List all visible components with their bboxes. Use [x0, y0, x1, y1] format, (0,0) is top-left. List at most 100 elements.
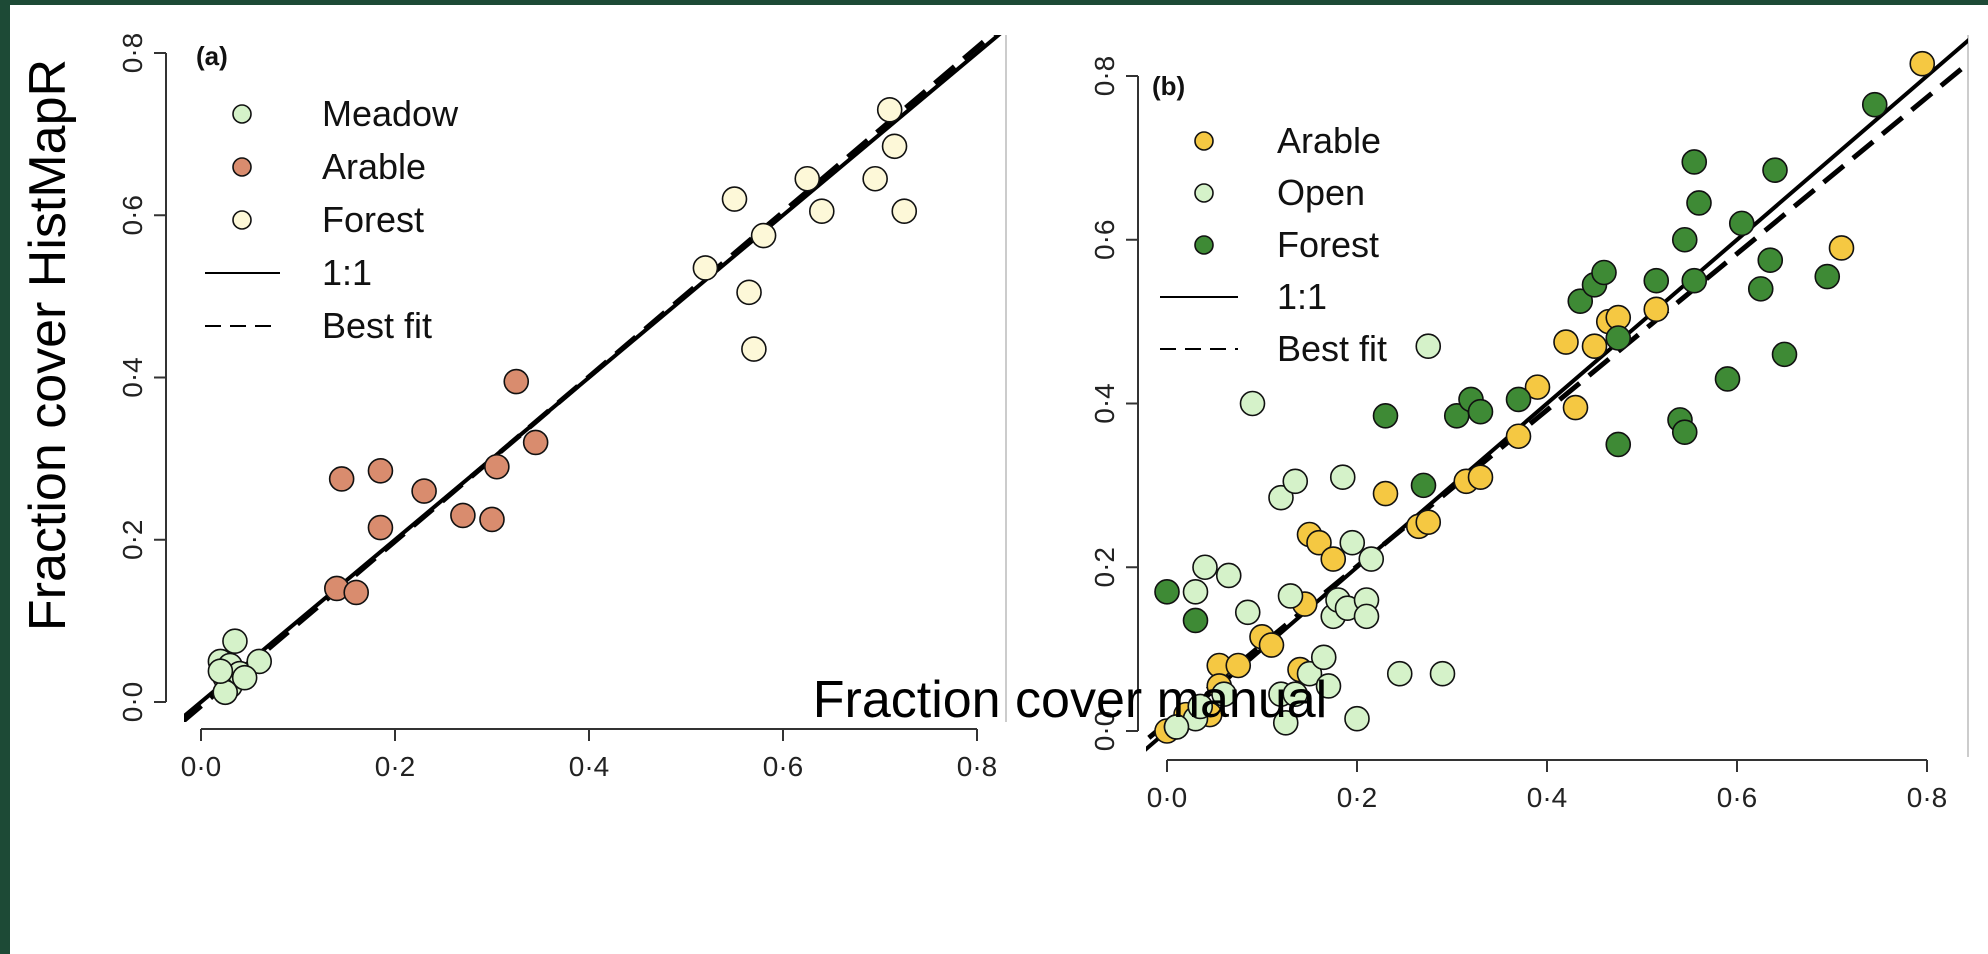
- data-point: [1154, 579, 1180, 605]
- data-point: [1329, 464, 1356, 490]
- data-point: [1728, 210, 1755, 237]
- x-tick-label: 0·6: [1717, 782, 1757, 813]
- legend-marker: [1194, 235, 1214, 255]
- y-tick-label: 0·4: [1089, 383, 1120, 423]
- legend: Arable Open Forest 1:1 Best fit: [1160, 120, 1387, 369]
- data-point: [1553, 329, 1579, 355]
- data-point: [881, 133, 908, 160]
- y-tick-label: 0·0: [117, 682, 148, 722]
- data-point: [862, 165, 888, 192]
- data-point: [692, 255, 719, 281]
- data-point: [343, 579, 370, 606]
- data-point: [1182, 607, 1209, 634]
- data-point: [231, 664, 258, 691]
- data-point: [1762, 157, 1788, 183]
- data-point: [1605, 325, 1632, 351]
- y-tick-label: 0·8: [117, 33, 148, 73]
- data-point: [1671, 226, 1698, 253]
- series-forest: [1154, 91, 1888, 634]
- data-point: [450, 502, 476, 529]
- data-point: [411, 478, 437, 504]
- data-point: [479, 506, 505, 533]
- data-point: [1306, 529, 1332, 556]
- data-point: [1567, 288, 1594, 314]
- legend-label: Best fit: [1277, 328, 1387, 369]
- data-point: [1358, 546, 1385, 572]
- data-point: [1714, 366, 1741, 392]
- x-tick-label: 0·2: [1337, 782, 1377, 813]
- data-point: [808, 198, 835, 224]
- panel-label: (b): [1152, 71, 1185, 101]
- data-point: [1686, 190, 1712, 216]
- data-point: [1814, 263, 1841, 290]
- data-point: [1591, 259, 1617, 286]
- data-point: [1310, 644, 1337, 671]
- data-point: [736, 279, 762, 306]
- legend-label: 1:1: [322, 252, 372, 293]
- legend-label: Forest: [1277, 224, 1379, 265]
- data-point: [1771, 341, 1798, 368]
- data-point: [1225, 652, 1252, 679]
- data-point: [1344, 705, 1370, 732]
- data-point: [1372, 480, 1399, 507]
- data-point: [367, 514, 394, 541]
- figure-canvas: 0·0 0·2 0·4 0·6 0·8 0·0 0·2 0·4 0·6 0·8 Meadow Arab…: [10, 5, 1988, 954]
- data-point: [1215, 562, 1242, 589]
- data-point: [1163, 714, 1190, 740]
- data-point: [1671, 419, 1698, 445]
- data-point: [1187, 693, 1214, 720]
- best-fit-line: [1146, 60, 1968, 744]
- data-point: [207, 658, 234, 684]
- y-tick-label: 0·2: [117, 520, 148, 560]
- data-point: [1861, 91, 1888, 118]
- series-arable: [323, 368, 549, 606]
- data-point: [1757, 247, 1784, 274]
- legend-marker: [232, 210, 252, 230]
- reference-lines: [184, 35, 1002, 722]
- best-fit-line: [184, 35, 996, 722]
- legend: Meadow Arable Forest 1:1 Best fit: [205, 93, 459, 346]
- legend-label: Meadow: [322, 93, 459, 134]
- data-point: [1909, 50, 1936, 77]
- panel-label: (a): [196, 41, 228, 71]
- data-point: [1581, 333, 1608, 359]
- data-point: [328, 466, 355, 492]
- x-tick-label: 0·4: [569, 751, 609, 782]
- data-point: [794, 165, 821, 192]
- x-tick-label: 0·0: [181, 751, 221, 782]
- x-tick-label: 0·8: [1907, 782, 1947, 813]
- x-tick-label: 0·8: [957, 751, 997, 782]
- legend-marker: [1194, 183, 1214, 203]
- legend-marker: [232, 104, 252, 124]
- series-arable: [1154, 50, 1936, 744]
- y-axis-title: Fraction cover HistMapR: [19, 59, 77, 631]
- data-point: [721, 186, 748, 212]
- data-point: [246, 648, 272, 675]
- data-point: [1747, 276, 1774, 302]
- y-tick-label: 0·0: [1089, 711, 1120, 751]
- data-point: [750, 222, 777, 249]
- x-axis-title: Fraction cover manual: [813, 671, 1327, 729]
- legend-label: Forest: [322, 199, 424, 240]
- data-point: [1339, 529, 1366, 556]
- data-point: [1268, 484, 1294, 511]
- data-point: [1410, 472, 1437, 499]
- data-point: [1415, 333, 1442, 359]
- x-tick-label: 0·4: [1527, 782, 1567, 813]
- data-point: [1643, 267, 1670, 294]
- data-point: [1272, 710, 1299, 736]
- data-point: [741, 336, 767, 362]
- data-point: [1372, 402, 1399, 429]
- data-point: [1282, 468, 1309, 495]
- x-tick-label: 0·2: [375, 751, 415, 782]
- data-point: [891, 198, 918, 224]
- data-point: [1505, 423, 1532, 450]
- data-point: [1524, 374, 1551, 400]
- series-open: [1163, 333, 1456, 740]
- data-point: [1296, 660, 1323, 687]
- data-point: [1234, 599, 1261, 626]
- y-tick-label: 0·6: [117, 195, 148, 235]
- y-tick-label: 0·8: [1089, 56, 1120, 96]
- data-point: [367, 457, 394, 484]
- data-point: [484, 453, 510, 480]
